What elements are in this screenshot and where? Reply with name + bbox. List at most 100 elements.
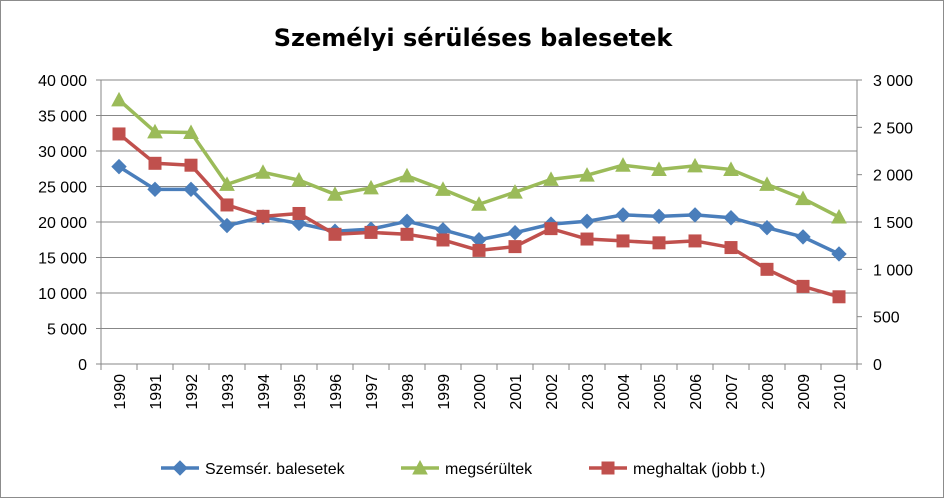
data-point-marker [615,207,631,223]
data-point-marker [472,243,486,257]
right-y-tick-label: 3 000 [873,73,913,90]
data-point-marker [795,229,811,245]
data-point-marker [112,127,126,141]
data-point-marker [544,222,558,236]
data-point-marker [579,213,595,229]
legend-label: megsérültek [445,461,533,478]
data-point-marker [399,213,415,229]
axes: 0 5 000 10 000 15 000 20 000 25 000 30 000 35 0… [38,73,913,410]
data-point-marker [832,290,846,304]
data-point-marker [328,227,342,241]
data-point-marker [399,167,415,183]
x-tick-label: 1997 [364,374,381,410]
right-y-tick-label: 2 500 [873,120,913,137]
data-point-marker [256,209,270,223]
data-point-marker [291,172,307,187]
x-tick-label: 2007 [724,374,741,410]
data-point-marker [831,246,847,262]
data-point-marker [412,459,428,475]
data-point-marker [147,181,163,198]
left-y-tick-label: 40 000 [38,73,87,90]
data-point-marker [400,227,414,241]
chart-title: Személyi sérüléses balesetek [274,24,674,52]
right-y-tick-label: 1 500 [873,215,913,232]
data-point-marker [147,123,163,139]
data-point-marker [364,225,378,239]
data-point-marker [616,234,630,248]
right-y-tick-label: 0 [873,357,882,374]
x-tick-label: 2006 [688,374,705,410]
left-y-tick-label: 20 000 [38,215,87,232]
left-y-tick-label: 35 000 [38,109,87,126]
series-triangle [111,91,847,224]
data-point-marker [724,241,738,255]
x-tick-label: 1999 [436,374,453,410]
data-point-marker [723,161,739,176]
left-y-tick-label: 10 000 [38,286,87,303]
data-point-marker [759,176,775,191]
x-tick-label: 1991 [148,374,165,410]
x-tick-label: 1994 [256,374,273,410]
x-tick-label: 2002 [544,374,561,410]
data-point-marker [687,157,703,173]
data-point-marker [219,176,235,191]
data-point-marker [183,124,199,140]
data-point-marker [435,181,451,196]
data-point-marker [795,190,811,206]
data-point-marker [688,234,702,248]
data-point-marker [220,198,234,212]
x-tick-label: 1996 [328,374,345,410]
data-point-marker [652,236,666,250]
left-y-tick-label: 25 000 [38,180,87,197]
legend-label: Szemsér. balesetek [205,461,346,478]
x-tick-label: 1990 [112,374,129,410]
right-y-tick-label: 500 [873,310,900,327]
x-tick-label: 2008 [760,374,777,410]
left-y-tick-label: 0 [78,357,87,374]
left-y-tick-label: 15 000 [38,251,87,268]
data-point-marker [172,460,188,476]
x-tick-label: 2005 [652,374,669,410]
left-y-tick-label: 30 000 [38,144,87,161]
data-point-marker [759,219,775,236]
data-point-marker [327,186,343,201]
data-point-marker [508,240,522,254]
data-point-marker [148,156,162,170]
data-point-marker [651,161,667,176]
left-y-tick-label: 5 000 [47,322,87,339]
data-point-marker [219,217,235,234]
data-point-marker [580,232,594,246]
x-tick-label: 2003 [580,374,597,410]
series-group [111,91,847,304]
x-tick-label: 2010 [832,374,849,410]
data-point-marker [543,171,559,186]
x-tick-label: 2001 [508,374,525,410]
data-point-marker [796,279,810,293]
right-y-tick-label: 1 000 [873,262,913,279]
data-point-marker [579,167,595,182]
data-point-marker [831,208,847,224]
right-y-tick-label: 2 000 [873,168,913,185]
data-point-marker [292,206,306,220]
x-tick-label: 1993 [220,374,237,410]
legend: Szemsér. balesetek megsérültek meghaltak (… [161,459,766,478]
x-tick-label: 2009 [796,374,813,410]
data-point-marker [436,233,450,247]
data-point-marker [111,158,127,175]
data-point-marker [363,179,379,195]
data-point-marker [760,262,774,276]
data-point-marker [111,91,127,107]
data-point-marker [601,461,615,475]
x-tick-label: 2000 [472,374,489,410]
x-tick-label: 1992 [184,374,201,410]
data-point-marker [183,181,199,198]
legend-label: meghaltak (jobb t.) [633,461,766,478]
data-point-marker [471,196,487,211]
data-point-marker [184,158,198,172]
x-tick-label: 2004 [616,374,633,410]
data-point-marker [615,157,631,172]
x-tick-label: 1995 [292,374,309,410]
data-point-marker [255,164,271,179]
